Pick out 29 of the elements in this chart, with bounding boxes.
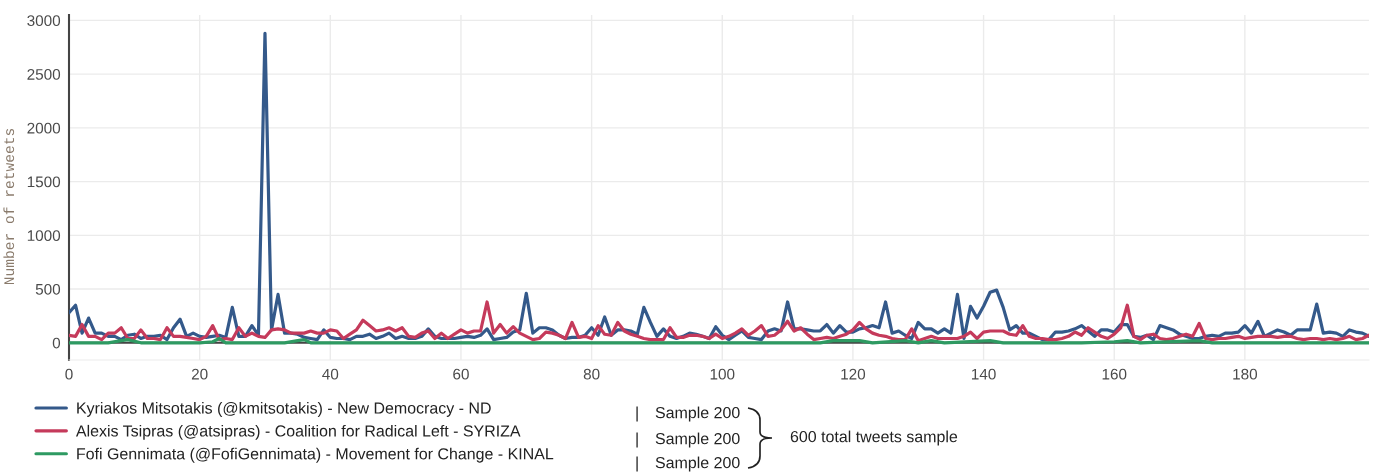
y-tick-label: 2500 [27, 68, 61, 80]
y-tick-label: 1500 [27, 176, 61, 188]
text: | [636, 406, 638, 422]
y-tick-label: 0 [52, 337, 61, 349]
y-tick-label: 3000 [27, 15, 61, 27]
x-tick-label: 20 [191, 368, 208, 380]
line-series [69, 300, 1369, 343]
legend-label: Alexis Tsipras (@atsipras) - Coalition for Radical Left - SYRIZA [75, 424, 521, 440]
x-tick-label: 60 [453, 368, 469, 380]
y-axis-title: Number of retweets [3, 128, 15, 285]
x-tick-label: 140 [971, 368, 996, 380]
text: 600 total tweets sample [790, 430, 958, 446]
x-tick-label: 100 [710, 368, 735, 380]
legend-label: Kyriakos Mitsotakis (@kmitsotakis) - New Democracy - ND [77, 402, 491, 417]
x-tick-label: 40 [322, 368, 339, 380]
y-tick-label: 500 [35, 283, 61, 295]
x-tick-label: 180 [1233, 368, 1258, 380]
text: | [636, 456, 638, 472]
y-tick-label: 1000 [27, 230, 61, 242]
text: Sample 200 [655, 406, 740, 422]
text: Sample 200 [655, 432, 740, 448]
x-tick-label: 0 [65, 368, 73, 380]
text: Sample 200 [655, 456, 740, 472]
x-tick-label: 80 [583, 368, 600, 380]
text: | [636, 432, 638, 448]
y-tick-label: 2000 [27, 122, 61, 134]
legend-label: Fofi Gennimata (@FofiGennimata) - Movement for Change - KINAL [77, 447, 554, 463]
x-tick-label: 160 [1102, 368, 1127, 380]
x-tick-label: 120 [841, 368, 866, 380]
